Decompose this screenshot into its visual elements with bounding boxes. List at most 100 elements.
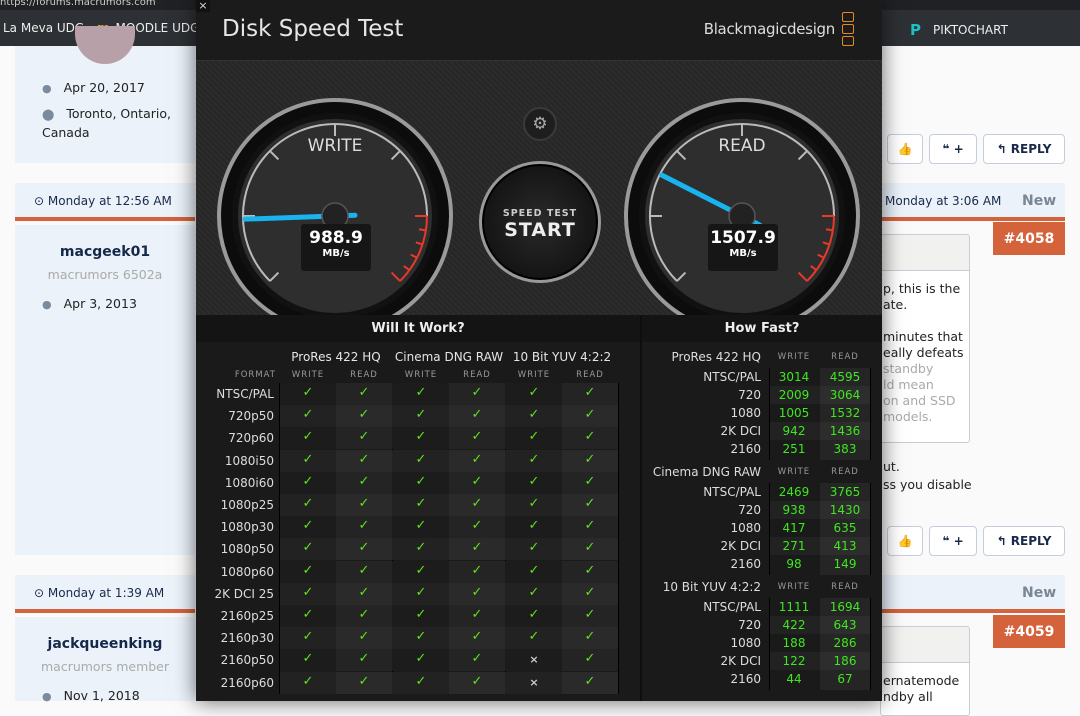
pass-check-icon: ✓ bbox=[302, 429, 314, 445]
read-gauge bbox=[624, 98, 860, 334]
fail-x-icon: × bbox=[529, 653, 539, 667]
group-header: ProRes 422 HQ bbox=[291, 350, 381, 364]
text-line: eally defeats bbox=[883, 345, 964, 360]
table-row bbox=[770, 616, 870, 634]
pass-check-icon: ✓ bbox=[358, 473, 370, 489]
post-time[interactable]: ⊙ Monday at 12:56 AM bbox=[34, 194, 172, 208]
speed-test-start-button[interactable]: SPEED TEST START bbox=[479, 161, 601, 283]
write-speed: 251 bbox=[782, 442, 806, 456]
write-speed: 422 bbox=[782, 618, 806, 632]
avatar[interactable] bbox=[75, 26, 135, 64]
user-icon: ● bbox=[42, 298, 52, 311]
post-number[interactable]: #4059 bbox=[993, 615, 1065, 648]
cell-bg bbox=[449, 449, 505, 472]
piktochart-icon: P bbox=[910, 21, 921, 39]
username[interactable]: macgeek01 bbox=[59, 244, 151, 260]
post-time[interactable]: ⊙ Monday at 1:39 AM bbox=[34, 586, 165, 600]
pass-check-icon: ✓ bbox=[415, 496, 427, 511]
post-header: ⊙ Monday at 12:56 AM bbox=[15, 183, 195, 221]
bookmark-la-meva-udg[interactable]: La Meva UDG bbox=[3, 21, 84, 35]
post-header-right bbox=[882, 575, 1065, 613]
read-readout: 1507.9 MB/s bbox=[708, 224, 778, 271]
gauge-redline-arc bbox=[399, 215, 428, 282]
bookmark-label: MOODLE UDG bbox=[115, 21, 200, 35]
write-header: WRITE bbox=[291, 370, 325, 380]
cell-bg bbox=[449, 560, 505, 583]
read-speed: 1430 bbox=[829, 503, 861, 517]
pass-check-icon: ✓ bbox=[584, 496, 596, 511]
post-text: ut. ss you disable bbox=[883, 458, 972, 494]
row-format: 1080 bbox=[730, 406, 761, 420]
bookmark-piktochart[interactable]: P PIKTOCHART bbox=[910, 21, 1008, 39]
pass-check-icon: ✓ bbox=[584, 429, 596, 445]
join-date: ● Apr 3, 2013 bbox=[42, 296, 137, 311]
column-divider bbox=[769, 368, 770, 460]
pass-check-icon: ✓ bbox=[358, 385, 370, 400]
pass-check-icon: ✓ bbox=[302, 607, 314, 622]
close-button[interactable]: × bbox=[196, 0, 210, 12]
will-it-work-title: Will It Work? bbox=[196, 315, 640, 342]
multi-quote-button[interactable]: ❝ + bbox=[929, 134, 977, 164]
pass-check-icon: ✓ bbox=[302, 407, 314, 423]
pass-check-icon: ✓ bbox=[415, 451, 427, 467]
like-button[interactable]: 👍 bbox=[887, 526, 923, 556]
table-row bbox=[280, 449, 618, 472]
like-button[interactable]: 👍 bbox=[887, 134, 923, 164]
pass-check-icon: ✓ bbox=[471, 651, 483, 667]
column-divider bbox=[870, 483, 871, 575]
read-column-bg bbox=[820, 483, 870, 575]
pass-check-icon: ✓ bbox=[584, 651, 596, 667]
row-format: 2K DCI bbox=[720, 539, 761, 553]
cell-bg bbox=[562, 427, 618, 450]
pass-check-icon: ✓ bbox=[584, 518, 596, 534]
text-line bbox=[883, 313, 963, 329]
start-line2: START bbox=[504, 219, 576, 241]
write-speed: 2469 bbox=[778, 485, 810, 499]
join-date: ● Nov 1, 2018 bbox=[42, 688, 140, 703]
group-header: 10 Bit YUV 4:2:2 bbox=[512, 350, 612, 364]
row-format: 2160 bbox=[730, 442, 761, 456]
text-line: ndby all bbox=[883, 689, 933, 704]
text-line: models. bbox=[883, 409, 933, 424]
reply-button[interactable]: ↰ REPLY bbox=[983, 526, 1065, 556]
username[interactable]: jackqueenking bbox=[47, 636, 163, 652]
row-format: NTSC/PAL bbox=[703, 370, 761, 384]
cell-bg bbox=[336, 582, 392, 605]
post-number[interactable]: #4058 bbox=[993, 222, 1065, 255]
read-speed: 1436 bbox=[829, 424, 861, 438]
brand-logo-text: Blackmagicdesign bbox=[703, 20, 836, 38]
pass-check-icon: ✓ bbox=[528, 584, 540, 600]
pass-check-icon: ✓ bbox=[471, 496, 483, 511]
reply-button[interactable]: ↰ REPLY bbox=[983, 134, 1065, 164]
pass-check-icon: ✓ bbox=[415, 473, 427, 489]
table-row bbox=[770, 386, 870, 404]
row-format: NTSC/PAL bbox=[703, 600, 761, 614]
pass-check-icon: ✓ bbox=[302, 540, 314, 556]
write-speed: 1005 bbox=[778, 406, 810, 420]
row-format: 1080p60 bbox=[220, 564, 274, 579]
cell-bg bbox=[449, 627, 505, 650]
gauge-red-tick bbox=[825, 228, 834, 232]
settings-gear-icon[interactable]: ⚙ bbox=[523, 107, 557, 141]
multi-quote-button[interactable]: ❝ + bbox=[929, 526, 977, 556]
pass-check-icon: ✓ bbox=[528, 473, 540, 489]
bookmark-label: PIKTOCHART bbox=[933, 23, 1008, 37]
read-speed: 186 bbox=[833, 654, 857, 668]
user-title: macrumors 6502a bbox=[47, 267, 163, 282]
pass-check-icon: ✓ bbox=[358, 562, 370, 578]
post-header: ⊙ Monday at 1:39 AM bbox=[15, 575, 195, 613]
read-unit: MB/s bbox=[729, 248, 757, 259]
pass-check-icon: ✓ bbox=[302, 584, 314, 600]
read-column-bg bbox=[820, 368, 870, 460]
pass-check-icon: ✓ bbox=[358, 607, 370, 622]
cell-bg bbox=[562, 560, 618, 583]
row-format: NTSC/PAL bbox=[216, 387, 274, 401]
pass-check-icon: ✓ bbox=[584, 385, 596, 400]
gauge-scale-arc bbox=[649, 123, 835, 282]
column-divider bbox=[279, 383, 280, 694]
gauge-tick bbox=[269, 150, 280, 161]
pass-check-icon: ✓ bbox=[528, 607, 540, 622]
post-time-right[interactable]: Monday at 3:06 AM bbox=[885, 194, 1002, 208]
column-divider bbox=[769, 598, 770, 690]
pass-check-icon: ✓ bbox=[471, 584, 483, 600]
